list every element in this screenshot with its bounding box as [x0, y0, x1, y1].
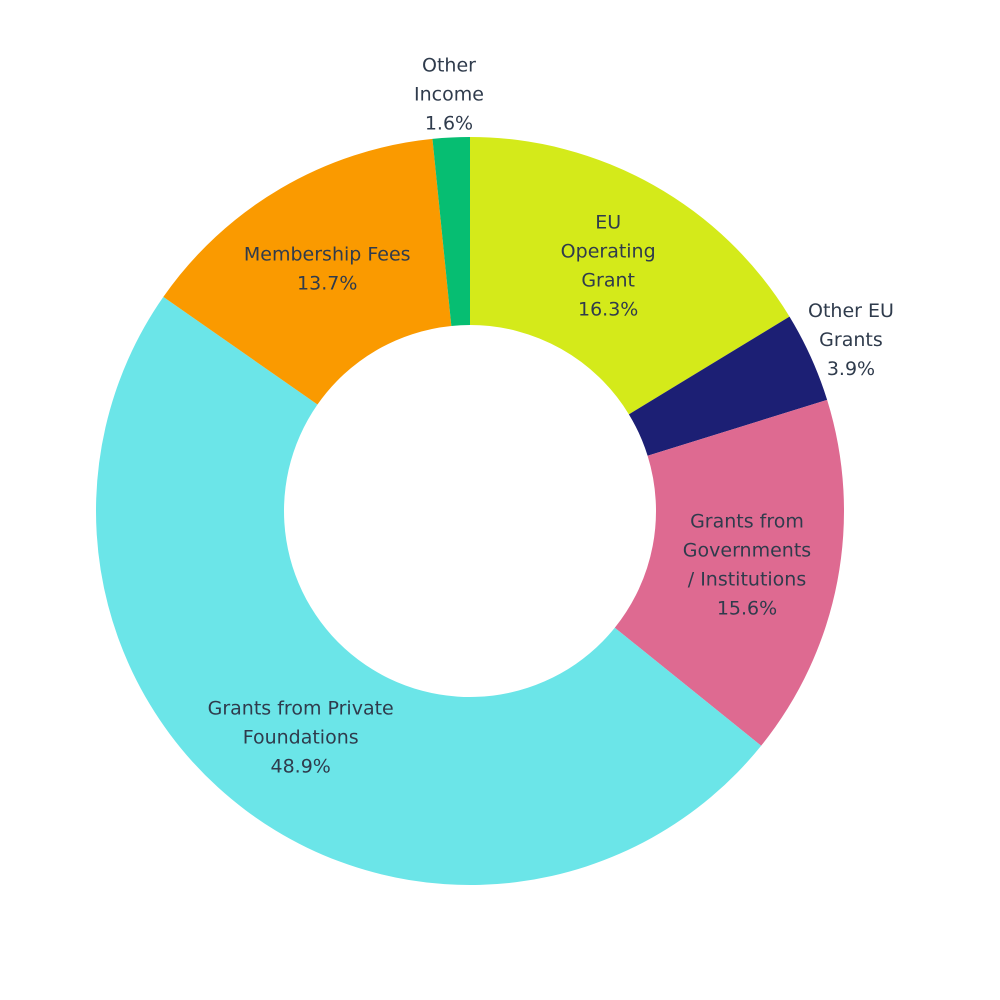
- slice-membership-fees: [163, 138, 452, 405]
- labels-group: EU Operating Grant 16.3% Other EU Grants 3.9% G…: [208, 55, 894, 778]
- slice-grants-from-private-foundations: [96, 296, 762, 885]
- label-value-membership-fees: 13.7%: [297, 272, 357, 294]
- label-text-other-eu-grants: Grants: [819, 329, 883, 351]
- label-other-eu-grants: Other EU Grants 3.9%: [808, 300, 894, 380]
- slice-other-eu-grants: [628, 316, 828, 456]
- label-text-grants-from-governments-institutions: Governments: [683, 539, 811, 561]
- label-text-other-income: Income: [414, 84, 484, 106]
- label-value-eu-operating-grant: 16.3%: [578, 299, 638, 321]
- label-membership-fees: Membership Fees 13.7%: [244, 243, 411, 294]
- label-value-grants-from-governments-institutions: 15.6%: [717, 597, 777, 619]
- label-text-other-income: Other: [422, 55, 476, 77]
- label-text-eu-operating-grant: EU: [595, 212, 621, 234]
- label-text-membership-fees: Membership Fees: [244, 243, 411, 265]
- slice-other-income: [432, 137, 470, 326]
- label-text-eu-operating-grant: Grant: [581, 270, 635, 292]
- label-text-eu-operating-grant: Operating: [561, 241, 656, 263]
- label-text-grants-from-private-foundations: Grants from Private: [208, 698, 394, 720]
- label-text-grants-from-governments-institutions: / Institutions: [688, 568, 807, 590]
- slices-group: [96, 137, 844, 885]
- label-grants-from-governments-institutions: Grants from Governments / Institutions 15.6…: [683, 510, 811, 619]
- label-value-other-income: 1.6%: [425, 113, 473, 135]
- slice-eu-operating-grant: [470, 137, 790, 415]
- label-value-other-eu-grants: 3.9%: [827, 358, 875, 380]
- label-value-grants-from-private-foundations: 48.9%: [271, 756, 331, 778]
- label-text-grants-from-governments-institutions: Grants from: [690, 510, 804, 532]
- slice-grants-from-governments-institutions: [614, 399, 844, 746]
- label-grants-from-private-foundations: Grants from Private Foundations 48.9%: [208, 698, 394, 778]
- label-text-other-eu-grants: Other EU: [808, 300, 894, 322]
- label-other-income: Other Income 1.6%: [414, 55, 484, 135]
- label-eu-operating-grant: EU Operating Grant 16.3%: [561, 212, 656, 321]
- label-text-grants-from-private-foundations: Foundations: [243, 727, 359, 749]
